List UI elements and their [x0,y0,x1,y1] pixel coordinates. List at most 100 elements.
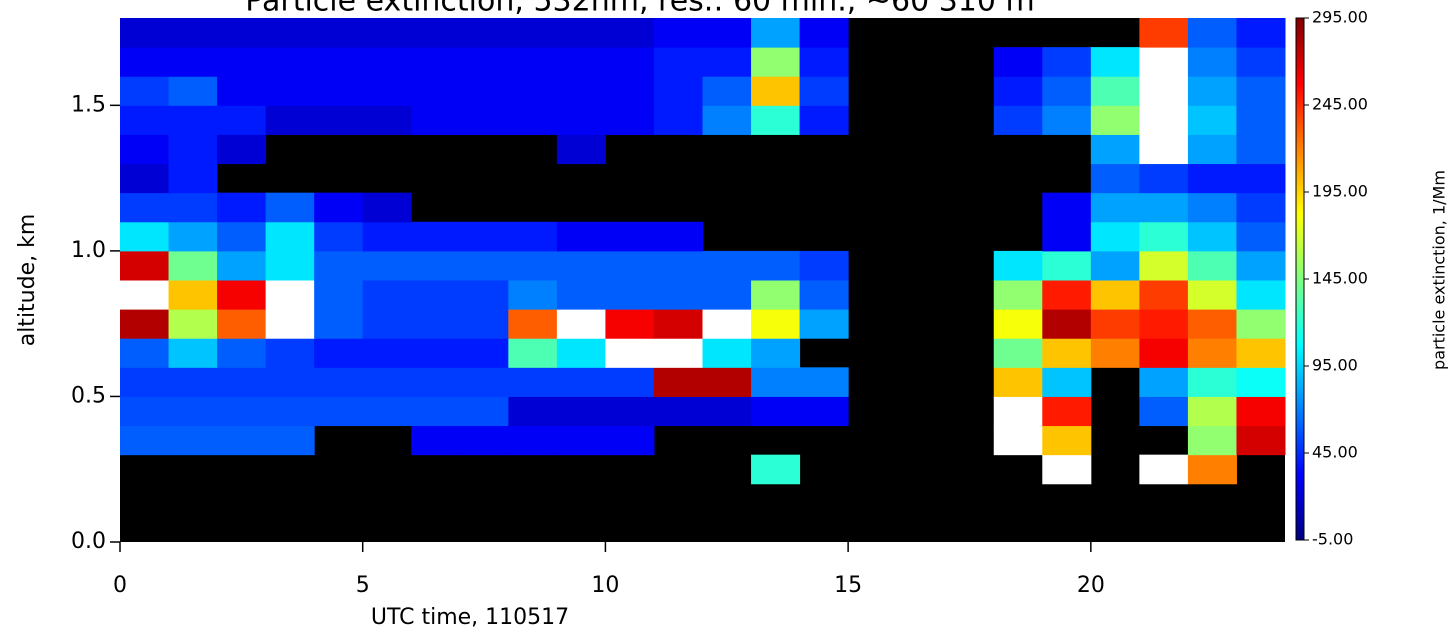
heat-cell [1042,47,1092,77]
heat-cell [653,367,703,397]
heat-cell [993,338,1043,368]
heat-cell [653,309,703,339]
colorbar [1295,17,1305,541]
heat-cell [314,221,364,252]
heat-cell [508,425,558,456]
heat-cell [993,396,1043,427]
heat-cell [751,47,801,77]
heat-cell [120,309,170,339]
heat-cell [1236,134,1286,165]
heat-cell [362,250,412,281]
heat-cell [751,396,801,427]
heat-cell [459,221,509,252]
heat-cell [1139,396,1189,427]
heat-cell [120,76,170,106]
heat-cell [556,367,606,397]
heat-cell [314,396,364,427]
heat-cell [751,280,801,310]
heat-cell [605,250,655,281]
heat-cell [168,221,218,252]
colorbar-tick-label: 295.00 [1312,8,1368,27]
heat-cell [168,105,218,135]
heat-cell [120,134,170,165]
heat-cell [168,367,218,397]
heat-cell [556,47,606,77]
heat-cell [1187,250,1237,281]
heat-cell [702,309,752,339]
x-tick-label: 5 [356,573,370,598]
heat-cell [1139,250,1189,281]
heat-cell [1139,76,1189,106]
heat-cell [1139,338,1189,368]
heat-cell [1187,47,1237,77]
heat-cell [508,309,558,339]
heat-cell [265,280,315,310]
heat-cell [1090,105,1140,135]
heat-cell [1236,250,1286,281]
heat-cell [1187,105,1237,135]
heat-cell [217,18,267,48]
heat-cell [751,367,801,397]
heat-cell [411,221,461,252]
x-tick-label: 10 [591,573,619,598]
heat-cell [459,18,509,48]
heat-cell [168,396,218,427]
heat-cell [168,163,218,194]
heat-cell [702,396,752,427]
heat-cell [120,367,170,397]
heat-cell [751,250,801,281]
heat-cell [605,280,655,310]
heat-cell [459,425,509,456]
y-axis-label: altitude, km [15,214,40,347]
heat-cell [411,18,461,48]
heat-cell [265,47,315,77]
heat-cell [508,18,558,48]
heat-cell [362,192,412,223]
heat-cell [265,192,315,223]
heat-cell [556,134,606,165]
heat-cell [168,18,218,48]
heat-cell [653,105,703,135]
heat-cell [993,280,1043,310]
heat-cell [265,338,315,368]
heat-cell [605,309,655,339]
heat-cell [362,367,412,397]
heat-cell [265,76,315,106]
heat-cell [217,338,267,368]
heat-cell [314,47,364,77]
heat-cell [411,367,461,397]
heat-cell [459,396,509,427]
heat-cell [1042,280,1092,310]
heat-cell [1042,309,1092,339]
heat-cell [362,280,412,310]
heat-cell [993,367,1043,397]
heat-cell [120,221,170,252]
heat-cell [314,309,364,339]
heat-cell [1042,250,1092,281]
heat-cell [411,250,461,281]
heat-cell [217,396,267,427]
heat-cell [751,309,801,339]
heat-cell [1236,396,1286,427]
heat-cell [362,47,412,77]
heat-cell [653,280,703,310]
y-tick-label: 1.5 [71,92,106,117]
heat-cell [1236,221,1286,252]
heat-cell [265,18,315,48]
heat-cell [993,105,1043,135]
heat-cell [702,105,752,135]
heat-cell [1139,163,1189,194]
heat-cell [1090,221,1140,252]
heat-cell [1139,221,1189,252]
heat-cell [653,76,703,106]
heat-cell [217,134,267,165]
heat-cell [1187,163,1237,194]
heat-cell [556,396,606,427]
heat-cell [1236,338,1286,368]
heat-cell [1187,280,1237,310]
heat-cell [362,18,412,48]
heat-cell [411,338,461,368]
heat-cell [168,134,218,165]
heat-cell [702,280,752,310]
